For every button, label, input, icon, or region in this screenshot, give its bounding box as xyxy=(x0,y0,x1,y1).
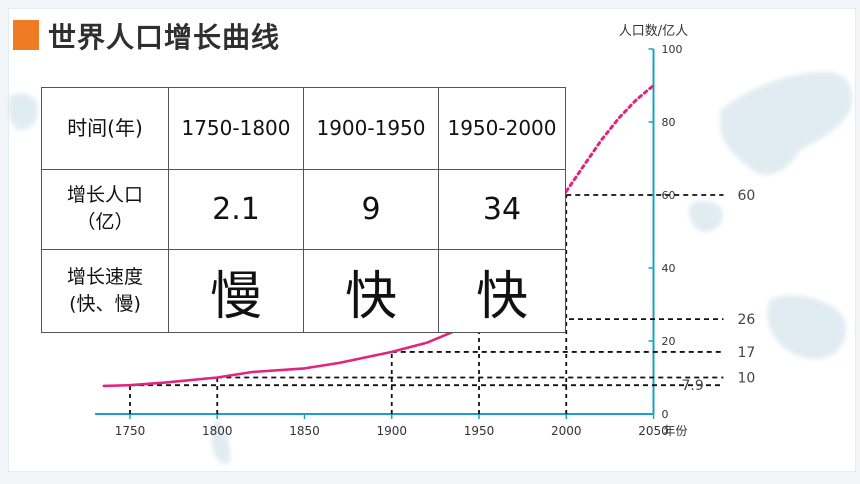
table-row-speed: 增长速度 (快、慢) 慢 快 快 xyxy=(41,249,566,333)
table-cell: 快 xyxy=(438,249,566,333)
table-cell: 慢 xyxy=(168,249,304,333)
y-axis-label: 人口数/亿人 xyxy=(619,24,688,39)
projection-curve xyxy=(564,84,655,193)
table-cell: 时间(年) xyxy=(41,87,169,170)
table-row-increase: 增长人口 （亿） 2.1 9 34 xyxy=(41,168,566,251)
y-tick-label: 20 xyxy=(662,335,676,348)
y-tick-label: 80 xyxy=(662,116,676,129)
x-tick-label: 2050 xyxy=(638,424,669,438)
table-cell: 1750-1800 xyxy=(168,87,304,170)
page-title: 世界人口增长曲线 xyxy=(48,21,281,54)
table-cell: 1900-1950 xyxy=(303,87,439,170)
x-tick-label: 2000 xyxy=(551,424,582,438)
x-axis-label: 年份 xyxy=(664,424,688,438)
y-tick-label: 60 xyxy=(662,189,676,202)
x-tick-label: 1750 xyxy=(115,424,146,438)
value-annotation: 17 xyxy=(738,345,756,361)
table-cell: 34 xyxy=(438,168,566,251)
table-cell: 2.1 xyxy=(168,168,304,251)
y-tick-label: 40 xyxy=(662,262,676,275)
title-accent-bar xyxy=(13,20,39,50)
table-cell: 9 xyxy=(303,168,439,251)
world-map-background xyxy=(8,71,853,465)
growth-table: 时间(年) 1750-1800 1900-1950 1950-2000 增长人口… xyxy=(41,87,566,333)
table-cell: 1950-2000 xyxy=(438,87,566,170)
y-tick-label: 0 xyxy=(662,408,669,421)
table-row-period: 时间(年) 1750-1800 1900-1950 1950-2000 xyxy=(41,87,566,170)
x-tick-label: 1850 xyxy=(289,424,320,438)
table-cell: 增长速度 (快、慢) xyxy=(41,249,169,333)
table-cell: 增长人口 （亿） xyxy=(41,168,169,251)
value-annotation: 60 xyxy=(738,188,756,204)
x-tick-label: 1800 xyxy=(202,424,233,438)
y-tick-label: 100 xyxy=(662,43,683,56)
value-annotation: 7.9 xyxy=(682,378,704,394)
value-annotation: 10 xyxy=(738,371,756,387)
table-cell: 快 xyxy=(303,249,439,333)
value-annotation: 26 xyxy=(738,312,756,328)
x-tick-label: 1950 xyxy=(464,424,495,438)
x-tick-label: 1900 xyxy=(376,424,407,438)
